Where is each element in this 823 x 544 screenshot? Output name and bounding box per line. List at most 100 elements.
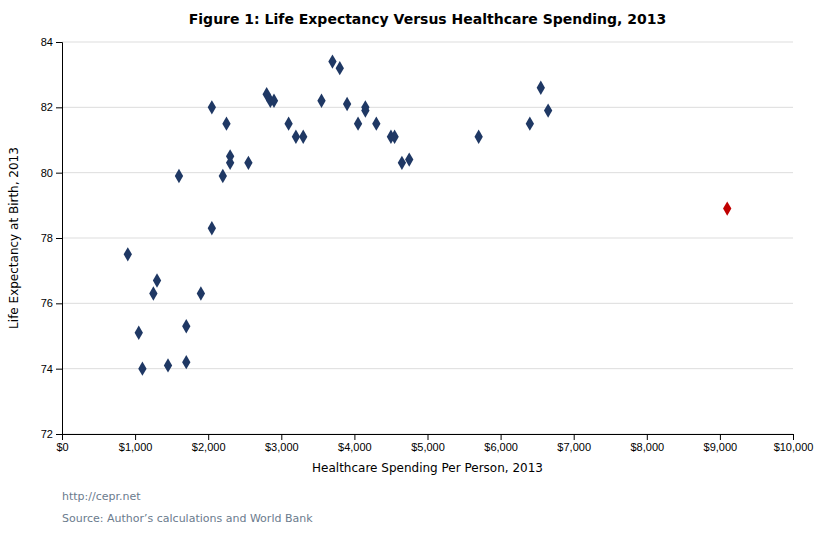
series [723,201,731,215]
point [153,273,161,287]
tick-mark [56,369,62,370]
y-axis: 72 74 76 78 80 82 84 [41,36,63,440]
tick-label: 82 [41,101,53,113]
tick: $6,000 [484,434,518,453]
point [372,116,380,130]
tick: 74 [41,363,62,375]
title: Figure 1: Life Expectancy Versus Healthc… [189,11,666,27]
point [149,286,157,300]
point [390,130,398,144]
point [405,152,413,166]
point [182,355,190,369]
tick-label: $10,000 [774,441,814,453]
point [354,116,362,130]
tick: 82 [41,101,62,113]
tick-mark [56,303,62,304]
tick-mark [208,434,209,440]
tick-label: 78 [41,232,53,244]
tick: $0 [56,434,68,453]
point [124,247,132,261]
tick-label: $7,000 [557,441,591,453]
series [124,54,553,375]
x-axis-title: Healthcare Spending Per Person, 2013 [312,461,543,475]
tick-mark [793,434,794,440]
tick-label: $3,000 [265,441,299,453]
grid-line [62,107,793,108]
grid [62,42,793,434]
tick: $7,000 [557,434,591,453]
tick-mark [135,434,136,440]
axis-line [63,435,794,441]
y-axis-title: Life Expectancy at Birth, 2013 [7,147,21,329]
tick-mark [428,434,429,440]
point [219,169,227,183]
point [244,156,252,170]
tick-mark [56,238,62,239]
point [537,81,545,95]
point [284,116,292,130]
point [164,358,172,372]
tick: 84 [41,36,62,48]
point [135,326,143,340]
point [544,103,552,117]
grid-line [62,368,793,369]
point [208,221,216,235]
tick: $9,000 [704,434,738,453]
tick-label: 76 [41,297,53,309]
tick-mark [56,107,62,108]
tick: 78 [41,232,62,244]
point [138,361,146,375]
tick-label: 80 [41,167,53,179]
tick-mark [56,434,62,435]
grid-line [62,303,793,304]
tick: 80 [41,167,62,179]
point [175,169,183,183]
footer-note: Source: Author’s calculations and World … [62,512,313,525]
tick-label: $0 [56,441,68,453]
tick: 72 [41,428,62,440]
tick-mark [720,434,721,440]
grid-line [62,42,793,43]
tick-mark [56,173,62,174]
grid-line [62,238,793,239]
point [336,61,344,75]
point [475,130,483,144]
tick-label: $9,000 [704,441,738,453]
x-axis: $0 $1,000 $2,000 $3,000 $4,000 $5,000 $6,000 $7… [56,434,813,453]
tick-label: 72 [41,428,53,440]
tick-label: 74 [41,363,53,375]
point [398,156,406,170]
tick-label: $8,000 [630,441,664,453]
tick-label: $1,000 [119,441,153,453]
point [361,103,369,117]
tick: $5,000 [411,434,445,453]
tick-mark [647,434,648,440]
tick-label: $5,000 [411,441,445,453]
axis-line [56,43,63,435]
tick: 76 [41,297,62,309]
tick-mark [574,434,575,440]
point [208,100,216,114]
point [270,94,278,108]
tick: $2,000 [192,434,226,453]
point [317,94,325,108]
tick: $8,000 [630,434,664,453]
point [328,54,336,68]
point [226,156,234,170]
footer-note: http://cepr.net [62,490,141,503]
point [292,130,300,144]
tick-label: $2,000 [192,441,226,453]
tick-label: $4,000 [338,441,372,453]
points [124,54,732,375]
tick: $4,000 [338,434,372,453]
plot-area: $0 $1,000 $2,000 $3,000 $4,000 $5,000 $6,000 $7… [41,36,814,453]
tick-label: $6,000 [484,441,518,453]
tick-mark [501,434,502,440]
tick: $10,000 [774,434,814,453]
tick-mark [354,434,355,440]
point [343,97,351,111]
point [723,201,731,215]
point [197,286,205,300]
chart: $0 $1,000 $2,000 $3,000 $4,000 $5,000 $6,000 $7… [0,0,823,544]
tick: $1,000 [119,434,153,453]
